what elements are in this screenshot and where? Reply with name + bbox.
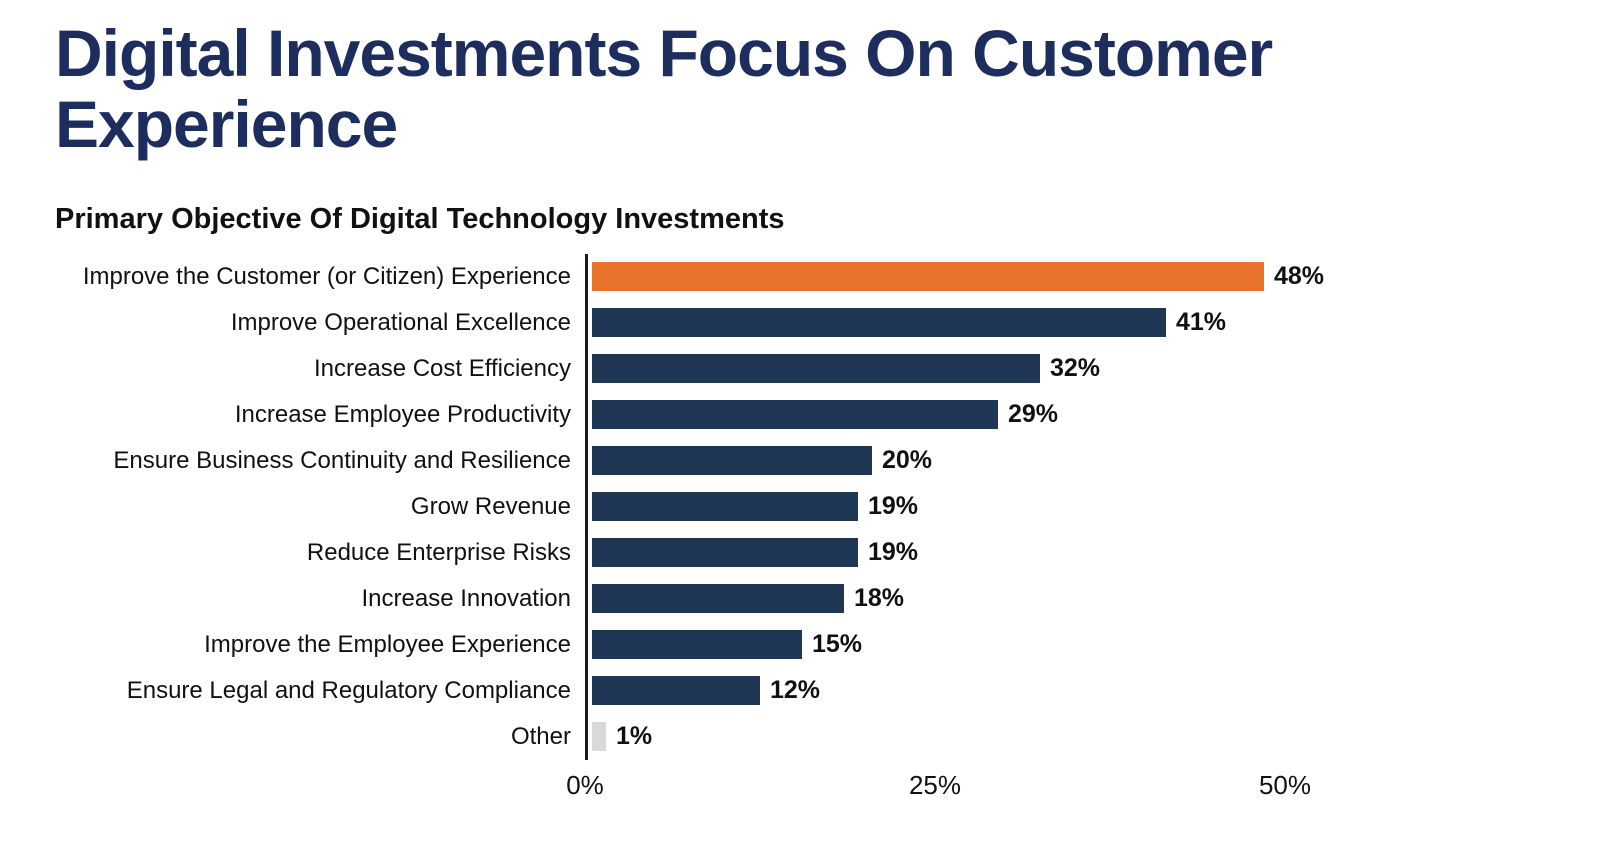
bar-value-label: 41% (1176, 308, 1227, 337)
bar-rows: Improve the Customer (or Citizen) Experi… (55, 253, 1560, 760)
bar (592, 308, 1166, 338)
bar-value-label: 29% (1008, 400, 1059, 429)
bar-row: Improve the Employee Experience 15% (55, 621, 1560, 668)
bar (592, 538, 858, 568)
bar-row: Increase Innovation 18% (55, 575, 1560, 622)
bar-value-label: 32% (1050, 354, 1101, 383)
bar-track: 18% (585, 575, 1560, 622)
bar-value-label: 18% (854, 584, 905, 613)
bar-track: 41% (585, 299, 1560, 346)
bar-label: Improve the Customer (or Citizen) Experi… (82, 262, 571, 290)
bar-label: Improve Operational Excellence (230, 308, 571, 336)
bar-value-label: 1% (616, 722, 653, 751)
bar-value-label: 48% (1274, 262, 1325, 291)
bar-row: Improve Operational Excellence 41% (55, 299, 1560, 346)
axis-tick-label: 0% (566, 769, 604, 800)
bar-track: 19% (585, 529, 1560, 576)
bar-label: Ensure Legal and Regulatory Compliance (126, 676, 571, 704)
bar-label: Ensure Business Continuity and Resilienc… (113, 446, 571, 474)
bar-label: Improve the Employee Experience (204, 630, 571, 658)
bar (592, 492, 858, 522)
bar-label: Other (510, 722, 571, 750)
bar-row: Increase Employee Productivity 29% (55, 391, 1560, 438)
chart-title: Primary Objective Of Digital Technology … (55, 202, 785, 235)
bar (592, 584, 844, 614)
bar-value-label: 19% (868, 492, 919, 521)
bar-row: Other 1% (55, 713, 1560, 760)
bar-track: 29% (585, 391, 1560, 438)
x-axis: 0% 25% 50% (55, 770, 1560, 806)
bar-track: 19% (585, 483, 1560, 530)
bar-chart: Improve the Customer (or Citizen) Experi… (55, 253, 1560, 806)
bar-track: 48% (585, 253, 1560, 300)
bar-track: 15% (585, 621, 1560, 668)
bar-value-label: 15% (812, 630, 863, 659)
axis-tick-label: 25% (908, 769, 962, 800)
bar-value-label: 20% (882, 446, 933, 475)
bar-row: Grow Revenue 19% (55, 483, 1560, 530)
bar-track: 32% (585, 345, 1560, 392)
bar-value-label: 19% (868, 538, 919, 567)
axis-tick-labels: 0% 25% 50% (566, 769, 1311, 806)
bar-label: Grow Revenue (410, 492, 571, 520)
bar (592, 446, 872, 476)
bar (592, 630, 802, 660)
bar-track: 20% (585, 437, 1560, 484)
axis-tick-label: 50% (1258, 769, 1312, 800)
bar-value-label: 12% (770, 676, 821, 705)
bar-row: Improve the Customer (or Citizen) Experi… (55, 253, 1560, 300)
bar-label: Increase Innovation (361, 584, 571, 612)
bar (592, 262, 1264, 292)
axis-spacer (55, 770, 585, 806)
bar (592, 354, 1040, 384)
bar (592, 722, 606, 752)
bar (592, 676, 760, 706)
bar-label: Increase Cost Efficiency (313, 354, 571, 382)
bar (592, 400, 998, 430)
bar-track: 12% (585, 667, 1560, 714)
bar-row: Increase Cost Efficiency 32% (55, 345, 1560, 392)
page-title: Digital Investments Focus On Customer Ex… (55, 16, 1273, 162)
bar-label: Reduce Enterprise Risks (306, 538, 571, 566)
bar-label: Increase Employee Productivity (234, 400, 571, 428)
bar-row: Ensure Business Continuity and Resilienc… (55, 437, 1560, 484)
bar-track: 1% (585, 713, 1560, 760)
bar-row: Reduce Enterprise Risks 19% (55, 529, 1560, 576)
bar-row: Ensure Legal and Regulatory Compliance 12… (55, 667, 1560, 714)
